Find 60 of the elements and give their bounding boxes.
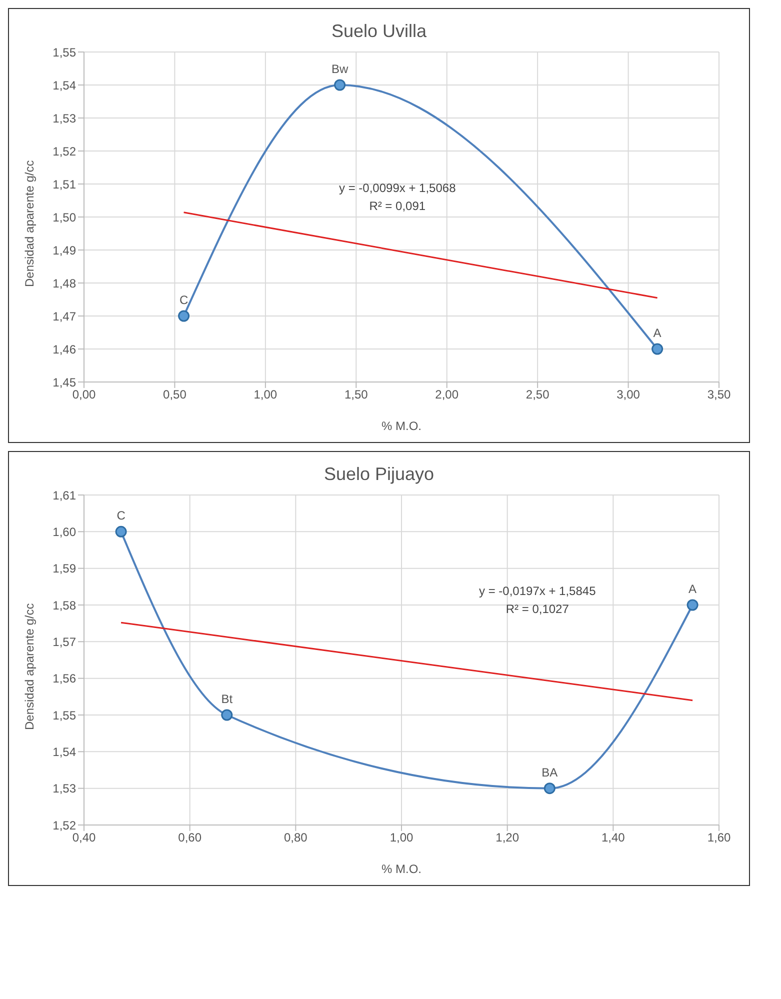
y-tick-label: 1,55 [52,45,76,60]
annotation: BA [542,765,558,780]
point [544,782,556,794]
y-tick-label: 1,51 [52,177,76,192]
point [686,599,698,611]
point [221,709,233,721]
annotation: Bt [221,692,234,706]
x-tick-label: 1,00 [254,388,278,402]
x-tick-label: 0,80 [284,830,308,845]
y-tick-label: 1,48 [52,276,76,290]
x-tick-label: 1,40 [601,830,626,845]
y-tick-label: 1,47 [52,309,76,324]
x-axis-title: % M.O. [381,862,422,876]
y-tick-label: 1,52 [52,818,76,832]
chart-title: Suelo Uvilla [330,20,428,42]
x-tick-label: 0,00 [72,388,96,402]
point [334,79,346,91]
x-tick-label: 3,50 [707,388,731,402]
y-tick-label: 1,49 [52,243,76,258]
annotation: A [688,582,697,596]
point [652,343,664,355]
x-tick-label: 0,50 [163,388,187,402]
annotation: C [179,293,188,307]
x-tick-label: 0,60 [178,830,202,845]
y-tick-label: 1,54 [52,78,76,92]
y-tick-label: 1,55 [52,708,76,722]
annotation: C [116,508,126,523]
x-tick-label: 2,50 [526,388,550,402]
x-tick-label: 1,50 [344,388,368,402]
annotation: A [653,326,662,340]
x-axis-title: % M.O. [381,419,422,433]
y-tick-label: 1,46 [52,342,76,356]
y-tick-label: 1,61 [52,488,76,502]
y-tick-label: 1,53 [52,111,76,126]
annotation: R² = 0,091 [368,198,427,215]
y-tick-label: 1,57 [52,634,76,649]
y-tick-label: 1,54 [52,744,76,759]
y-tick-label: 1,56 [52,672,76,686]
point [178,310,190,322]
x-tick-label: 1,60 [707,830,731,845]
chart-title: Suelo Pijuayo [322,463,436,485]
x-tick-label: 2,00 [435,388,459,402]
x-tick-label: 0,40 [72,830,96,845]
y-axis-title: Densidad aparente g/cc [22,603,36,730]
x-tick-label: 1,00 [390,830,414,845]
y-axis-title: Densidad aparente g/cc [22,160,36,287]
y-tick-label: 1,59 [52,562,76,576]
y-tick-label: 1,45 [52,375,76,390]
y-tick-label: 1,58 [52,598,76,612]
y-tick-label: 1,50 [52,210,76,224]
x-tick-label: 3,00 [616,388,640,402]
annotation: y = -0,0197x + 1,5845 [479,583,596,600]
y-tick-label: 1,52 [52,144,76,158]
annotation: R² = 0,1027 [504,601,570,618]
y-tick-label: 1,60 [52,524,76,539]
annotation: Bw [331,62,348,76]
annotation: y = -0,0099x + 1,5068 [339,180,456,197]
point [115,526,127,538]
y-tick-label: 1,53 [52,782,76,796]
x-tick-label: 1,20 [496,830,520,845]
